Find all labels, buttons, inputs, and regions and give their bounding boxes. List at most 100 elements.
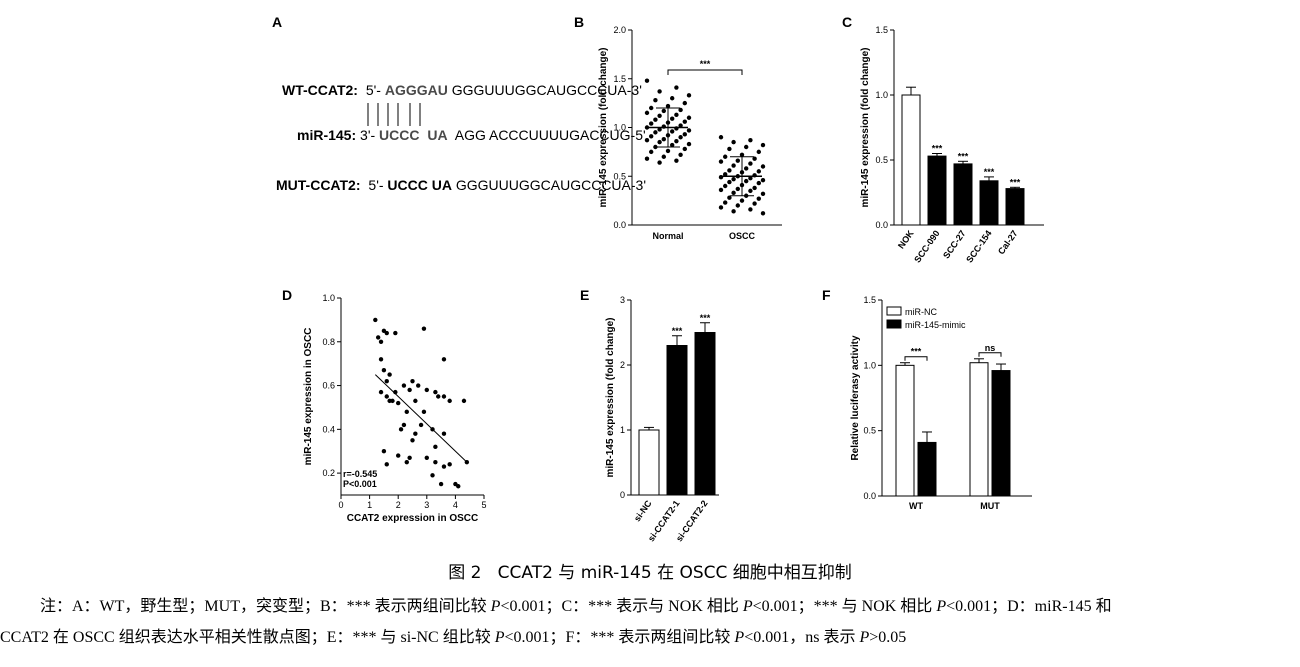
y-axis-title: miR-145 expression (fold change) <box>860 47 871 207</box>
data-point <box>756 196 761 201</box>
data-point <box>436 394 441 399</box>
data-point <box>723 200 728 205</box>
panel-a: A WT-CCAT2: 5'- AGGGAU GGGUUUGGCAUGCCCUA… <box>272 14 646 193</box>
y-tick-label: 1 <box>620 425 625 435</box>
data-point <box>657 113 662 119</box>
x-category-label: si-NC <box>632 498 654 523</box>
data-point <box>644 78 650 83</box>
data-point <box>433 444 438 450</box>
seed-pairing-lines <box>367 103 421 126</box>
panel-letter-e: E <box>580 287 589 303</box>
data-point <box>649 121 654 126</box>
data-point <box>735 186 740 192</box>
data-point <box>410 378 415 384</box>
data-point <box>748 137 753 143</box>
data-point <box>760 164 766 169</box>
data-point <box>404 459 409 465</box>
data-point <box>657 160 662 165</box>
data-point <box>401 422 407 428</box>
data-point <box>756 169 761 174</box>
data-point <box>760 177 766 183</box>
data-point <box>744 178 749 184</box>
data-point <box>735 203 740 208</box>
x-axis-title: CCAT2 expression in OSCC <box>347 513 479 524</box>
data-point <box>748 188 753 194</box>
data-point <box>653 117 658 122</box>
note-p: P <box>734 629 745 646</box>
y-tick-label: 0.5 <box>863 426 876 436</box>
data-point <box>718 187 724 193</box>
bar <box>953 163 973 226</box>
data-point <box>384 330 389 336</box>
mir-seed-1: UCCC <box>379 127 419 143</box>
data-point <box>393 330 398 336</box>
data-point <box>727 195 732 200</box>
y-tick-label: 1.0 <box>875 90 888 100</box>
data-point <box>375 335 381 340</box>
data-point <box>378 389 384 395</box>
x-category-label: NOK <box>896 228 916 251</box>
data-point <box>396 400 401 406</box>
mut-rest: GGGUUUGGCAUGCCCUA-3' <box>456 177 646 193</box>
panel-letter-b: B <box>574 14 584 30</box>
data-point <box>727 179 732 185</box>
data-point <box>731 209 736 214</box>
bar <box>979 180 999 226</box>
note-p: P <box>859 629 870 646</box>
wt-label: WT-CCAT2: <box>282 82 358 98</box>
bar <box>927 155 947 226</box>
data-point <box>410 438 415 443</box>
data-point <box>398 427 404 432</box>
note-p: P <box>490 598 501 615</box>
note-text: <0.001；F：*** 表示两组间比较 <box>504 629 735 646</box>
data-point <box>649 149 654 155</box>
x-category-label: SCC-27 <box>941 228 968 260</box>
data-point <box>396 453 401 458</box>
data-point <box>670 142 675 148</box>
data-point <box>752 201 757 206</box>
x-category-label: Cal-27 <box>996 228 1020 256</box>
correlation-r: r=-0.545 <box>343 469 377 479</box>
y-axis-title: miR-145 expression (fold change) <box>605 317 616 477</box>
figure-number: 图 2 <box>448 563 482 583</box>
data-point <box>416 383 421 388</box>
data-point <box>433 459 438 465</box>
data-point <box>447 462 452 467</box>
data-point <box>674 138 679 144</box>
bar <box>1005 188 1025 226</box>
data-point <box>670 129 675 134</box>
y-tick-label: 0.5 <box>613 171 626 181</box>
panel-letter-a: A <box>272 14 282 30</box>
data-point <box>433 389 438 395</box>
data-point <box>381 449 387 454</box>
data-point <box>413 431 418 436</box>
x-category-label: OSCC <box>729 231 756 241</box>
y-tick-label: 1.5 <box>875 25 888 35</box>
data-point <box>748 161 753 166</box>
data-point <box>421 409 427 415</box>
bar <box>901 94 921 226</box>
note-p: P <box>742 598 753 615</box>
significance-label: *** <box>1010 177 1021 187</box>
y-tick-label: 0.0 <box>613 220 626 230</box>
data-point <box>682 146 687 152</box>
note-text: <0.001；D：miR-145 和 <box>946 598 1112 615</box>
note-text: >0.05 <box>869 629 907 646</box>
bar <box>895 364 915 497</box>
data-point <box>644 125 650 130</box>
data-point <box>760 191 766 196</box>
data-point <box>744 166 749 171</box>
bar <box>666 345 688 496</box>
y-tick-label: 0.5 <box>875 155 888 165</box>
data-point <box>649 134 654 139</box>
y-axis-title: Relative luciferasy activity <box>850 335 861 461</box>
mut-seed: UCCC UA <box>387 177 452 193</box>
data-point <box>424 387 429 393</box>
note-text: 注：A：WT，野生型；MUT，突变型；B：*** 表示两组间比较 <box>40 598 491 615</box>
data-point <box>752 156 757 161</box>
data-point <box>413 398 418 404</box>
data-point <box>727 168 732 173</box>
wt-seed: AGGGAU <box>385 82 448 98</box>
data-point <box>378 339 384 344</box>
